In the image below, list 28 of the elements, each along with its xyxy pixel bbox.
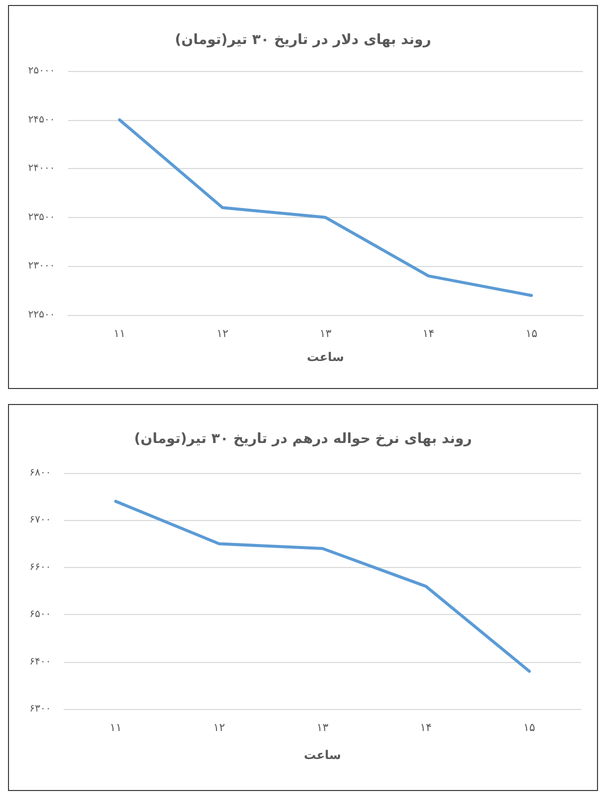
y-tick-label: ۶۴۰۰ [30,656,51,668]
y-tick-label: ۲۴۵۰۰ [28,114,55,126]
chart-title: روند بهای دلار در تاریخ ۳۰ تیر(تومان) [174,32,432,48]
line-series [114,500,531,673]
y-tick-label: ۲۳۰۰۰ [28,260,55,272]
x-tick-label: ۱۳ [320,327,332,340]
line-series [118,118,533,297]
x-tick-label: ۱۵ [526,327,538,340]
y-tick-label: ۶۶۰۰ [30,562,51,573]
x-tick-label: ۱۴ [422,327,434,340]
x-tick-label: ۱۲ [213,721,226,734]
y-tick-label: ۲۲۵۰۰ [28,310,55,320]
x-tick-label: ۱۵ [523,721,536,734]
x-axis-title: ساعت [304,748,342,762]
x-tick-label: ۱۲ [216,327,228,340]
y-tick-label: ۲۴۰۰۰ [28,163,55,174]
x-tick-label: ۱۳ [316,721,328,734]
y-tick-label: ۲۵۰۰۰ [28,66,55,76]
x-tick-label: ۱۱ [114,327,126,340]
x-tick-label: ۱۴ [420,721,432,734]
y-tick-label: ۲۳۵۰۰ [28,212,55,223]
y-tick-label: ۶۷۰۰ [30,514,51,526]
chart-title: روند بهای نرخ حواله درهم در تاریخ ۳۰ تیر(تومان) [134,431,472,447]
x-axis-title: ساعت [306,350,344,364]
y-tick-label: ۶۸۰۰ [30,468,51,478]
x-tick-label: ۱۱ [110,721,122,734]
y-tick-label: ۶۵۰۰ [30,609,51,620]
y-tick-label: ۶۳۰۰ [30,704,51,714]
